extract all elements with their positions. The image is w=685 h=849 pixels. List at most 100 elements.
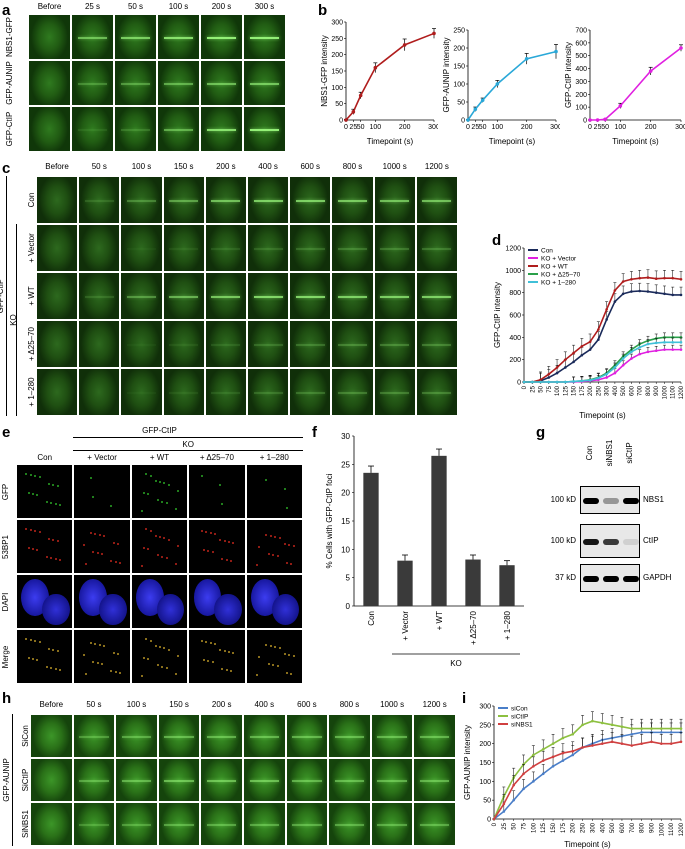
data-point [605,372,608,376]
microscopy-tile [370,802,414,846]
bar [363,472,379,606]
ko-group-label: KO [182,440,194,449]
focus-dot [283,542,286,545]
microscopy-tile [157,106,200,152]
fluorescence-tile [73,464,131,519]
focus-dot [38,476,41,479]
fluorescence-tile [188,629,246,684]
damage-stripe [380,392,410,394]
data-point [603,117,607,122]
data-point [591,719,594,723]
damage-stripe [120,37,151,39]
damage-stripe [253,392,283,394]
focus-dot [54,558,57,561]
focus-dot [292,654,295,657]
focus-dot [48,538,51,541]
microscopy-tile [162,320,205,368]
y-tick-label: 300 [331,20,343,27]
data-point [588,348,592,351]
x-tick-label: 50 [479,124,487,131]
microscopy-tile [115,714,158,758]
x-tick-label: 600 [620,822,626,833]
timepoint-label: 400 s [254,700,275,709]
microscopy-tile [72,802,116,846]
focus-dot [177,655,180,658]
fluorescence-tile [188,464,246,519]
microscopy-tile [243,714,286,758]
focus-dot [38,531,41,534]
data-point [502,810,506,813]
damage-stripe [169,296,199,298]
x-tick-label: 100 [369,124,381,131]
microscopy-tile [328,802,371,846]
damage-stripe [121,780,152,782]
focus-dot [27,547,30,550]
x-axis-label: Timepoint (s) [579,411,626,420]
blot-strip [580,486,640,514]
x-tick-label: + WT [435,611,444,630]
damage-stripe [377,824,407,826]
damage-stripe [338,296,367,298]
panel-label-f: f [312,424,317,441]
x-tick-label: 1000 [662,385,668,399]
data-point [630,277,633,281]
fluorescence-tile [73,519,131,574]
fluorescence-tile [130,629,189,684]
data-point [630,357,633,360]
x-tick-label: 25 [594,124,602,131]
data-point [679,293,683,297]
x-axis-label: Timepoint (s) [489,137,536,146]
timepoint-label: 150 s [173,162,194,171]
focus-dot [140,509,143,512]
timepoint-label: 100 s [168,2,189,11]
x-tick-label: 300 [428,124,438,131]
y-tick-label: 5 [346,574,351,583]
focus-dot [31,548,34,551]
focus-dot [274,535,277,538]
legend-label: KO + 1–280 [541,280,576,287]
damage-stripe [79,736,109,738]
microscopy-tile [78,224,121,272]
focus-dot [156,664,159,667]
focus-dot [34,640,37,643]
microscopy-tile [373,272,416,320]
series-line [493,740,682,820]
damage-stripe [334,824,365,826]
fluorescence-tile [73,574,131,629]
x-axis-label: Timepoint (s) [564,840,611,849]
microscopy-tile [162,368,205,416]
focus-dot [36,549,39,552]
focus-dot [276,554,279,557]
focus-dot [276,664,279,667]
x-axis-label: Timepoint (s) [367,137,414,146]
focus-dot [283,652,286,655]
focus-dot [158,646,161,649]
focus-dot [36,494,39,497]
focus-dot [114,560,117,563]
microscopy-tile [331,320,374,368]
y-tick-label: 50 [483,798,491,805]
x-tick-label: 200 [645,124,657,131]
side-bracket [6,176,7,416]
nucleus-blob [214,593,242,626]
panel-e-image-grid: GFP-CtIP KO Con + Vector + WT + Δ25–70 + 1–280… [0,424,310,686]
ko-rule [73,450,303,451]
focus-dot [112,651,115,654]
x-tick-label: 200 [399,124,411,131]
microscopy-tile [415,176,458,224]
y-tick-label: 200 [479,741,491,748]
bar [397,560,413,606]
lane-label: siNBS1 [605,439,614,467]
microscopy-tile [157,14,200,60]
data-point [555,371,559,375]
damage-stripe [338,392,367,394]
timepoint-label: 1200 s [422,700,447,709]
y-tick-label: 100 [479,779,491,786]
data-point [660,731,663,734]
focus-dot [100,552,103,555]
fluorescence-tile [245,629,303,684]
damage-stripe [249,780,279,782]
data-point [663,276,666,280]
microscopy-tile [71,14,114,60]
damage-stripe [163,37,194,39]
